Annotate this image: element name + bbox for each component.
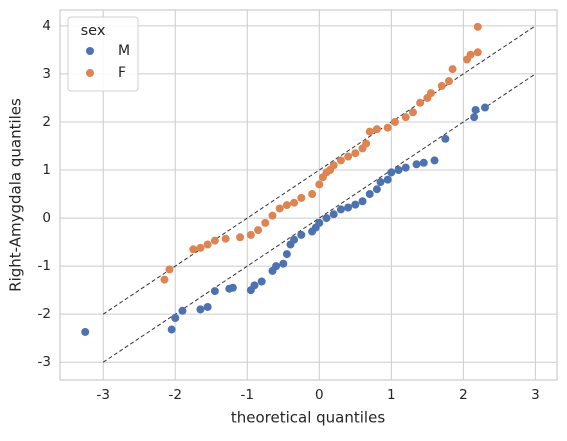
y-tick-label: -3 (38, 354, 51, 370)
plot-frame (59, 9, 558, 381)
legend-marker (86, 47, 94, 55)
point (282, 250, 291, 259)
point (358, 197, 367, 206)
point (203, 240, 212, 249)
point (471, 105, 480, 114)
point (261, 218, 270, 227)
y-axis-label: Right-Amygdala quantiles (7, 98, 25, 292)
point (189, 245, 198, 254)
x-tick-label: 1 (387, 387, 396, 403)
point (416, 98, 425, 107)
point (322, 214, 331, 223)
point (279, 259, 288, 268)
point (412, 160, 421, 169)
point (290, 198, 299, 207)
point (167, 325, 176, 334)
y-tick-label: 3 (42, 66, 51, 82)
point (236, 233, 245, 242)
point (282, 201, 291, 210)
point (196, 243, 205, 252)
point (315, 218, 324, 227)
point (268, 211, 277, 220)
point (372, 185, 381, 194)
point (250, 281, 259, 290)
point (336, 156, 345, 165)
point (315, 180, 324, 189)
point (470, 113, 479, 122)
point (430, 156, 439, 165)
point (308, 190, 317, 199)
point (444, 77, 453, 86)
point (221, 234, 230, 243)
point (480, 103, 489, 112)
point (362, 139, 371, 148)
point (408, 108, 417, 117)
point (257, 277, 266, 286)
point (165, 265, 174, 274)
y-tick-label: 2 (42, 114, 51, 130)
point (473, 48, 482, 57)
y-tick-label: 4 (42, 18, 51, 34)
point (344, 152, 353, 161)
point (210, 236, 219, 245)
point (351, 200, 360, 209)
point (246, 230, 255, 239)
point (441, 134, 450, 143)
point (401, 113, 410, 122)
legend-label: F (118, 65, 126, 81)
point (228, 283, 237, 292)
point (160, 275, 169, 284)
y-tick-label: -2 (38, 306, 51, 322)
point (419, 158, 428, 167)
point (336, 205, 345, 214)
y-tick-label: 0 (42, 210, 51, 226)
legend-title: sex (81, 23, 106, 39)
point (297, 193, 306, 202)
point (390, 117, 399, 126)
point (351, 149, 360, 158)
point (372, 125, 381, 134)
x-tick-label: -1 (241, 387, 254, 403)
point (272, 262, 281, 271)
y-tick-label: 1 (42, 162, 51, 178)
x-tick-label: -2 (169, 387, 182, 403)
y-tick-label: -1 (38, 258, 51, 274)
point (437, 81, 446, 90)
point (387, 168, 396, 177)
point (210, 287, 219, 296)
legend-marker (86, 69, 94, 77)
point (394, 166, 403, 175)
point (365, 190, 374, 199)
point (329, 161, 338, 170)
point (344, 203, 353, 212)
point (329, 210, 338, 219)
point (171, 314, 180, 323)
point (297, 230, 306, 239)
x-axis-label: theoretical quantiles (231, 409, 385, 427)
point (466, 50, 475, 59)
legend-label: M (118, 43, 130, 59)
point (254, 226, 263, 235)
point (196, 305, 205, 314)
point (178, 306, 187, 315)
reference-line (102, 25, 536, 315)
point (448, 65, 457, 74)
point (203, 302, 212, 311)
point (401, 163, 410, 172)
point (81, 327, 90, 336)
point (473, 22, 482, 31)
legend-box (67, 16, 139, 92)
point (365, 127, 374, 136)
point (290, 235, 299, 244)
point (383, 123, 392, 132)
point (426, 89, 435, 98)
point (275, 204, 284, 213)
x-tick-label: 2 (459, 387, 468, 403)
x-tick-label: 0 (315, 387, 324, 403)
x-tick-label: 3 (531, 387, 540, 403)
point (376, 178, 385, 187)
x-tick-label: -3 (96, 387, 109, 403)
point (383, 175, 392, 184)
